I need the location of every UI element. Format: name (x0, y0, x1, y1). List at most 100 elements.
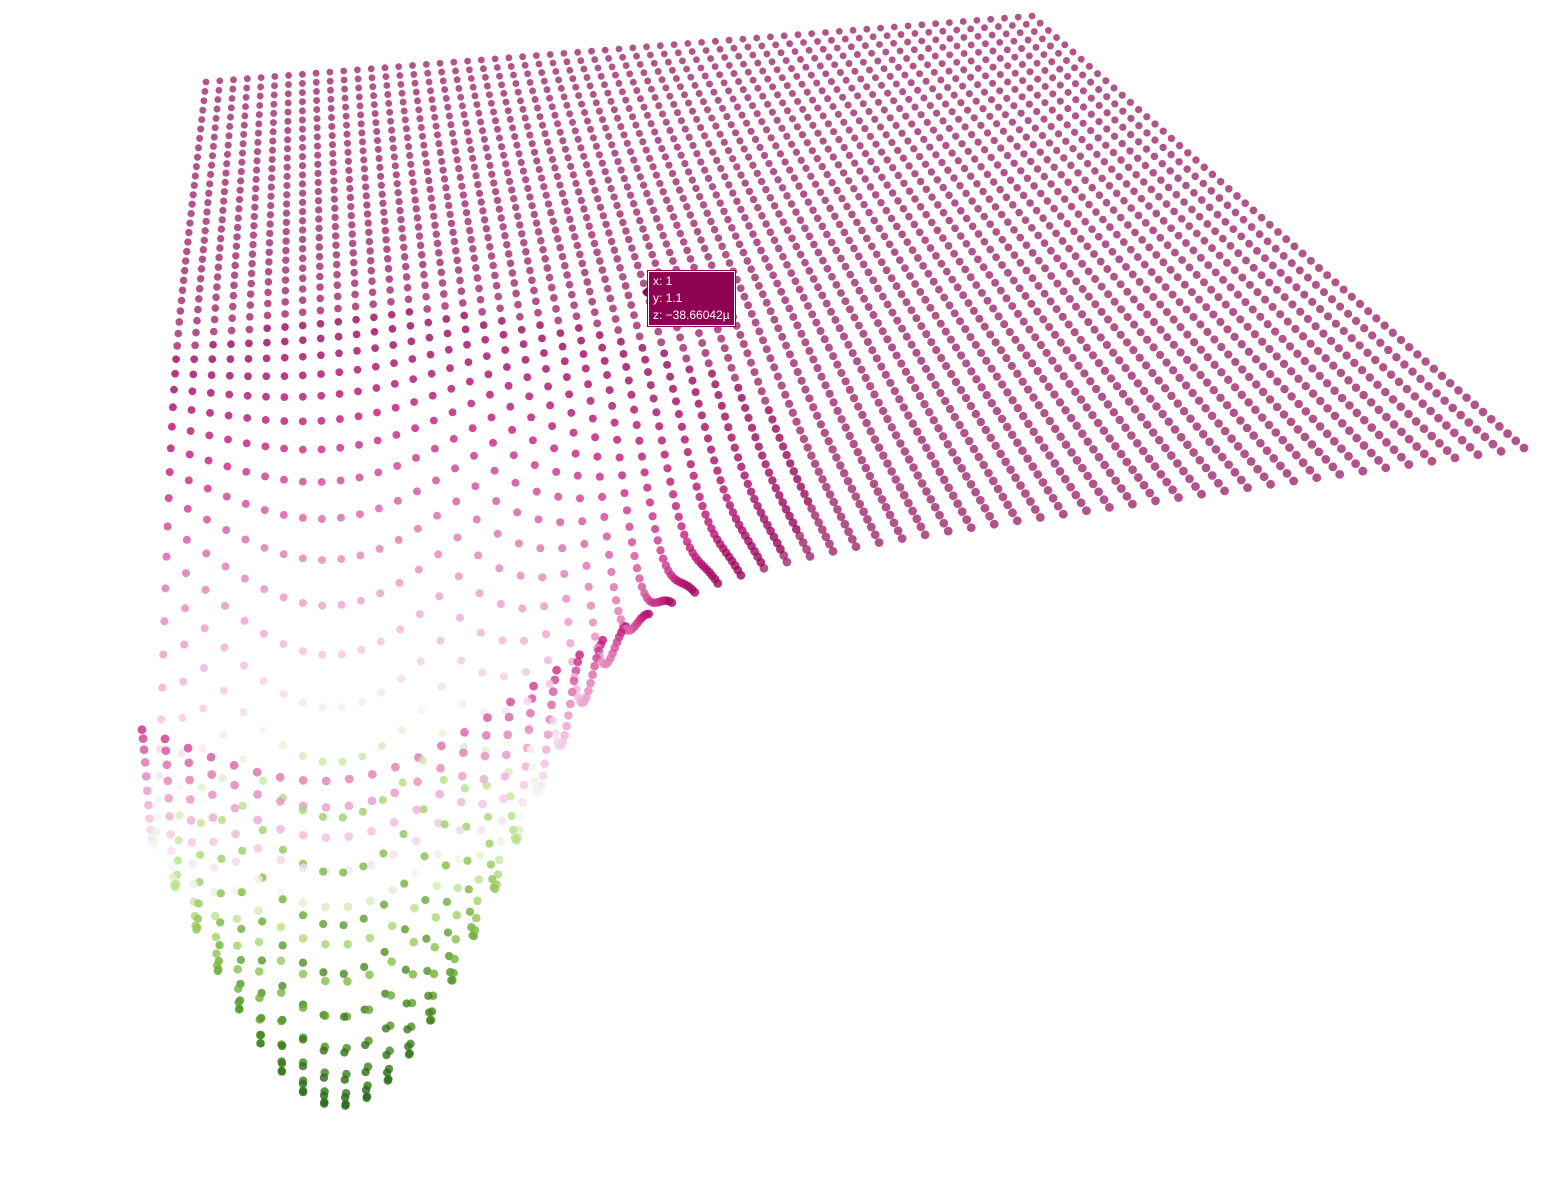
scatter-point[interactable] (312, 69, 320, 77)
scatter-point[interactable] (1203, 353, 1212, 362)
scatter-point[interactable] (870, 216, 878, 225)
scatter-point[interactable] (460, 111, 468, 119)
scatter-point[interactable] (449, 434, 458, 443)
scatter-point[interactable] (785, 304, 794, 313)
scatter-point[interactable] (233, 223, 242, 232)
scatter-point[interactable] (741, 403, 750, 412)
scatter-point[interactable] (883, 181, 891, 189)
scatter-point[interactable] (201, 87, 209, 95)
scatter-point[interactable] (359, 914, 368, 923)
scatter-point[interactable] (766, 228, 775, 236)
scatter-point[interactable] (298, 235, 307, 244)
scatter-point[interactable] (1253, 288, 1262, 297)
scatter-point[interactable] (1067, 161, 1075, 170)
scatter-point[interactable] (808, 310, 817, 319)
scatter-point[interactable] (1026, 199, 1034, 207)
scatter-point[interactable] (216, 889, 225, 898)
scatter-point[interactable] (666, 477, 675, 486)
scatter-point[interactable] (541, 255, 549, 263)
scatter-point[interactable] (1071, 80, 1080, 88)
scatter-point[interactable] (895, 63, 902, 71)
scatter-point[interactable] (463, 340, 471, 349)
scatter-point[interactable] (196, 134, 204, 142)
scatter-point[interactable] (877, 24, 884, 32)
scatter-point[interactable] (1265, 220, 1274, 229)
scatter-point[interactable] (1023, 385, 1033, 394)
scatter-point[interactable] (439, 166, 447, 174)
scatter-point[interactable] (496, 304, 504, 313)
scatter-point[interactable] (961, 325, 970, 334)
scatter-point[interactable] (944, 242, 953, 250)
scatter-point[interactable] (683, 448, 692, 457)
scatter-point[interactable] (560, 357, 569, 366)
scatter-point[interactable] (613, 255, 621, 263)
scatter-point[interactable] (1230, 467, 1240, 477)
scatter-point[interactable] (761, 460, 770, 469)
scatter-point[interactable] (298, 321, 307, 330)
scatter-point[interactable] (1048, 106, 1056, 114)
scatter-point[interactable] (423, 305, 432, 313)
scatter-point[interactable] (547, 283, 556, 292)
scatter-point[interactable] (255, 120, 263, 128)
scatter-point[interactable] (425, 1008, 434, 1017)
scatter-point[interactable] (1503, 429, 1512, 438)
scatter-point[interactable] (492, 281, 501, 290)
scatter-point[interactable] (948, 108, 956, 116)
scatter-point[interactable] (937, 259, 946, 268)
scatter-point[interactable] (1021, 292, 1030, 300)
scatter-point[interactable] (569, 428, 578, 437)
scatter-point[interactable] (756, 143, 764, 152)
scatter-point[interactable] (1162, 200, 1171, 208)
scatter-point[interactable] (720, 412, 730, 421)
scatter-point[interactable] (779, 99, 787, 107)
scatter-point[interactable] (495, 855, 504, 865)
scatter-point[interactable] (379, 900, 389, 909)
scatter-point[interactable] (829, 153, 837, 161)
scatter-point[interactable] (315, 243, 324, 251)
scatter-point[interactable] (820, 335, 829, 344)
scatter-point[interactable] (989, 63, 997, 71)
scatter-point[interactable] (759, 92, 767, 100)
scatter-point[interactable] (482, 781, 491, 790)
scatter-point[interactable] (253, 874, 263, 884)
scatter-point[interactable] (856, 167, 864, 175)
scatter-point[interactable] (467, 235, 475, 244)
scatter-point[interactable] (1183, 355, 1192, 365)
scatter-point[interactable] (502, 160, 510, 168)
scatter-point[interactable] (1178, 256, 1187, 264)
scatter-point[interactable] (866, 132, 875, 141)
scatter-point[interactable] (997, 380, 1007, 389)
scatter-point[interactable] (1260, 254, 1269, 263)
scatter-point[interactable] (797, 329, 806, 338)
scatter-point[interactable] (563, 58, 571, 66)
scatter-point[interactable] (785, 511, 794, 521)
scatter-point[interactable] (319, 1046, 328, 1055)
scatter-point[interactable] (1019, 191, 1028, 200)
scatter-point[interactable] (530, 210, 538, 219)
scatter-point[interactable] (989, 304, 998, 313)
scatter-point[interactable] (224, 141, 232, 149)
scatter-point[interactable] (562, 373, 571, 382)
scatter-point[interactable] (280, 475, 288, 484)
scatter-point[interactable] (568, 118, 577, 126)
scatter-point[interactable] (242, 467, 251, 476)
scatter-point[interactable] (781, 505, 791, 514)
scatter-point[interactable] (1117, 305, 1126, 314)
scatter-point[interactable] (298, 599, 307, 607)
scatter-point[interactable] (533, 157, 541, 165)
scatter-point[interactable] (1351, 459, 1360, 468)
scatter-point[interactable] (508, 124, 517, 132)
scatter-point[interactable] (594, 64, 602, 72)
scatter-point[interactable] (683, 246, 691, 255)
scatter-point[interactable] (953, 42, 961, 50)
scatter-point[interactable] (349, 249, 357, 257)
scatter-point[interactable] (430, 212, 438, 220)
scatter-point[interactable] (1094, 358, 1104, 368)
scatter-point[interactable] (902, 298, 911, 307)
scatter-point[interactable] (982, 56, 990, 64)
scatter-point[interactable] (475, 589, 484, 598)
scatter-point[interactable] (1174, 231, 1183, 240)
scatter-point[interactable] (1357, 366, 1367, 375)
scatter-point[interactable] (222, 169, 230, 177)
scatter-point[interactable] (262, 354, 271, 363)
